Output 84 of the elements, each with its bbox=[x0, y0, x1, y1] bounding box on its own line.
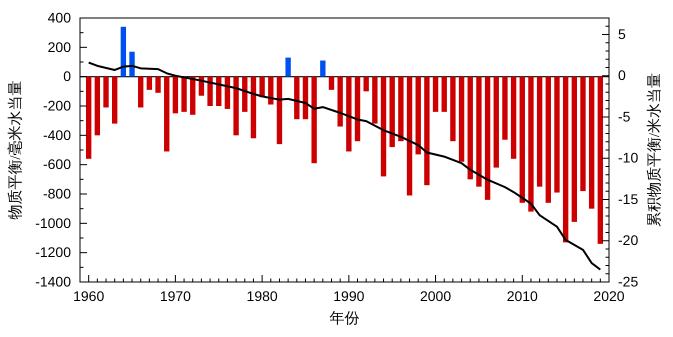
x-tick-label: 2010 bbox=[506, 288, 538, 304]
bar bbox=[242, 76, 248, 112]
bar bbox=[86, 76, 92, 159]
y-tick-label: 400 bbox=[48, 9, 72, 26]
bar bbox=[190, 76, 196, 115]
bar bbox=[294, 76, 300, 120]
bar bbox=[224, 76, 230, 109]
bar bbox=[207, 76, 213, 106]
bar bbox=[572, 76, 577, 222]
y-tick-label: -1000 bbox=[35, 214, 72, 231]
bar bbox=[120, 26, 126, 77]
bar bbox=[442, 76, 447, 112]
x-tick-label: 1970 bbox=[160, 288, 192, 304]
bar bbox=[484, 76, 490, 200]
bar bbox=[250, 76, 256, 138]
y2-tick-label: -15 bbox=[618, 190, 638, 207]
bar bbox=[354, 76, 360, 142]
x-tick-label: 2020 bbox=[593, 288, 625, 304]
bar bbox=[172, 76, 178, 114]
bar bbox=[416, 76, 421, 154]
bar bbox=[146, 76, 152, 90]
bar bbox=[259, 76, 265, 98]
bar bbox=[502, 76, 508, 140]
bar bbox=[372, 76, 378, 124]
x-tick-label: 2000 bbox=[420, 288, 452, 304]
bar bbox=[138, 76, 144, 108]
y2-tick-label: 5 bbox=[618, 26, 626, 42]
bar bbox=[510, 76, 516, 159]
bar bbox=[536, 76, 542, 187]
y-tick-label: -1200 bbox=[35, 244, 72, 260]
bar bbox=[588, 76, 594, 209]
bar bbox=[103, 76, 109, 108]
y2-tick-label: -25 bbox=[618, 273, 638, 290]
x-tick-label: 1980 bbox=[246, 288, 278, 304]
bar bbox=[94, 76, 100, 136]
bar bbox=[450, 76, 456, 142]
bar bbox=[363, 76, 369, 92]
bar bbox=[406, 76, 412, 196]
y2-axis-title: 累积物质平衡/米水当量 bbox=[646, 72, 663, 228]
bar bbox=[380, 76, 386, 176]
bar bbox=[337, 76, 343, 127]
y-tick-label: -1400 bbox=[35, 273, 72, 290]
y-tick-label: 200 bbox=[48, 38, 72, 55]
x-tick-label: 1990 bbox=[333, 288, 365, 304]
bar bbox=[468, 76, 473, 180]
bar bbox=[320, 60, 326, 77]
y2-tick-label: -10 bbox=[618, 150, 638, 166]
y-tick-label: -800 bbox=[42, 185, 72, 202]
x-tick-label: 1960 bbox=[73, 288, 104, 304]
bar bbox=[528, 76, 534, 212]
bar bbox=[458, 76, 464, 162]
bar bbox=[112, 76, 118, 124]
bar bbox=[598, 76, 604, 244]
bar bbox=[554, 76, 560, 193]
bar bbox=[398, 76, 404, 142]
y2-tick-label: -20 bbox=[618, 232, 638, 248]
bar bbox=[476, 76, 482, 187]
bar bbox=[164, 76, 170, 152]
bar bbox=[520, 76, 525, 203]
bar bbox=[562, 76, 568, 242]
bar bbox=[268, 76, 274, 105]
bar bbox=[346, 76, 352, 152]
y-tick-label: -600 bbox=[42, 156, 72, 172]
bar bbox=[432, 76, 438, 112]
bar bbox=[311, 76, 317, 164]
bar bbox=[580, 76, 586, 192]
bar bbox=[546, 76, 551, 203]
bar bbox=[276, 76, 282, 144]
y-tick-label: -400 bbox=[42, 126, 72, 143]
y-tick-label: 0 bbox=[63, 68, 72, 84]
bar bbox=[494, 76, 499, 168]
x-axis-title: 年份 bbox=[330, 310, 360, 327]
y-tick-label: -200 bbox=[42, 97, 72, 114]
y-axis-title: 物质平衡/毫米水当量 bbox=[7, 80, 24, 220]
bar bbox=[285, 58, 291, 77]
bar bbox=[328, 76, 334, 90]
bar bbox=[155, 76, 161, 93]
bar bbox=[216, 76, 222, 106]
y2-tick-label: -5 bbox=[618, 108, 631, 124]
bar bbox=[181, 76, 187, 112]
bar bbox=[424, 76, 430, 186]
bar bbox=[390, 76, 395, 148]
bar bbox=[233, 76, 239, 136]
y2-tick-label: 0 bbox=[618, 67, 626, 84]
